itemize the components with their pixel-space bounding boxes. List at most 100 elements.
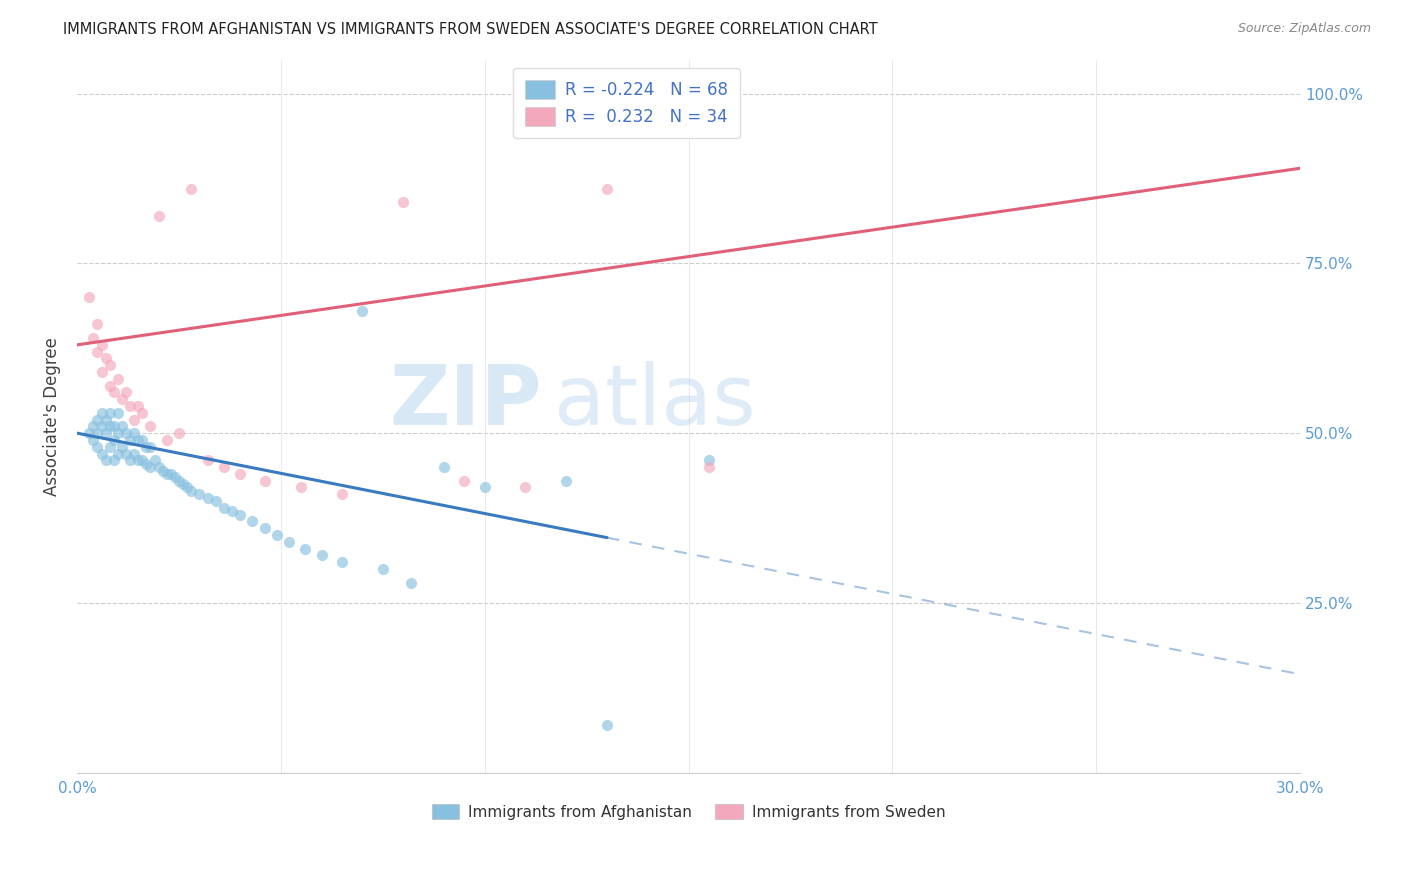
Point <box>131 433 153 447</box>
Point <box>103 433 125 447</box>
Point <box>176 481 198 495</box>
Point <box>555 474 578 488</box>
Point <box>290 481 312 495</box>
Point <box>120 433 142 447</box>
Point <box>79 426 101 441</box>
Point <box>212 500 235 515</box>
Point <box>107 406 129 420</box>
Point <box>135 440 157 454</box>
Point <box>86 318 108 332</box>
Point <box>82 419 104 434</box>
Point <box>98 358 121 372</box>
Point <box>98 440 121 454</box>
Point <box>86 412 108 426</box>
Point <box>143 453 166 467</box>
Point <box>90 446 112 460</box>
Point <box>122 446 145 460</box>
Point <box>697 460 720 475</box>
Point <box>242 515 264 529</box>
Text: IMMIGRANTS FROM AFGHANISTAN VS IMMIGRANTS FROM SWEDEN ASSOCIATE'S DEGREE CORRELA: IMMIGRANTS FROM AFGHANISTAN VS IMMIGRANT… <box>63 22 877 37</box>
Point <box>107 426 129 441</box>
Point <box>278 534 301 549</box>
Point <box>122 412 145 426</box>
Point <box>139 460 162 475</box>
Point <box>294 541 316 556</box>
Point <box>86 440 108 454</box>
Point <box>103 453 125 467</box>
Point <box>79 290 101 304</box>
Point <box>229 467 252 481</box>
Point <box>148 209 170 223</box>
Point <box>212 460 235 475</box>
Point <box>180 181 202 195</box>
Point <box>167 426 190 441</box>
Point <box>167 474 190 488</box>
Text: ZIP: ZIP <box>389 361 541 442</box>
Point <box>188 487 211 501</box>
Point <box>253 474 276 488</box>
Point <box>98 419 121 434</box>
Point <box>111 419 134 434</box>
Point <box>221 504 243 518</box>
Point <box>82 331 104 345</box>
Point <box>103 385 125 400</box>
Point <box>127 453 149 467</box>
Point <box>160 467 183 481</box>
Point <box>172 477 194 491</box>
Point <box>103 419 125 434</box>
Point <box>86 426 108 441</box>
Y-axis label: Associate's Degree: Associate's Degree <box>44 337 60 496</box>
Point <box>474 481 496 495</box>
Point <box>266 528 288 542</box>
Point <box>180 483 202 498</box>
Point <box>596 718 619 732</box>
Point <box>352 304 374 318</box>
Point <box>204 494 226 508</box>
Point <box>107 372 129 386</box>
Point <box>111 440 134 454</box>
Point <box>86 344 108 359</box>
Point <box>371 562 394 576</box>
Point <box>330 487 353 501</box>
Point <box>156 467 179 481</box>
Point <box>453 474 475 488</box>
Point <box>148 460 170 475</box>
Point <box>127 433 149 447</box>
Point <box>156 433 179 447</box>
Point <box>139 419 162 434</box>
Point <box>401 575 423 590</box>
Point <box>120 399 142 413</box>
Point <box>82 433 104 447</box>
Point <box>253 521 276 535</box>
Point <box>111 392 134 407</box>
Point <box>697 87 720 101</box>
Point <box>90 365 112 379</box>
Point <box>131 453 153 467</box>
Point <box>120 453 142 467</box>
Text: Source: ZipAtlas.com: Source: ZipAtlas.com <box>1237 22 1371 36</box>
Point <box>115 385 138 400</box>
Point <box>94 453 117 467</box>
Point <box>596 181 619 195</box>
Point <box>152 463 174 477</box>
Point <box>90 419 112 434</box>
Point <box>330 555 353 569</box>
Legend: Immigrants from Afghanistan, Immigrants from Sweden: Immigrants from Afghanistan, Immigrants … <box>426 797 952 826</box>
Point <box>697 453 720 467</box>
Point <box>90 406 112 420</box>
Point <box>127 399 149 413</box>
Point <box>94 426 117 441</box>
Point <box>229 508 252 522</box>
Point <box>122 426 145 441</box>
Point <box>433 460 456 475</box>
Point <box>131 406 153 420</box>
Point <box>163 470 186 484</box>
Point <box>115 426 138 441</box>
Point <box>98 406 121 420</box>
Point <box>94 351 117 366</box>
Point <box>392 195 415 210</box>
Point <box>197 491 219 505</box>
Point <box>107 446 129 460</box>
Text: atlas: atlas <box>554 361 756 442</box>
Point <box>115 446 138 460</box>
